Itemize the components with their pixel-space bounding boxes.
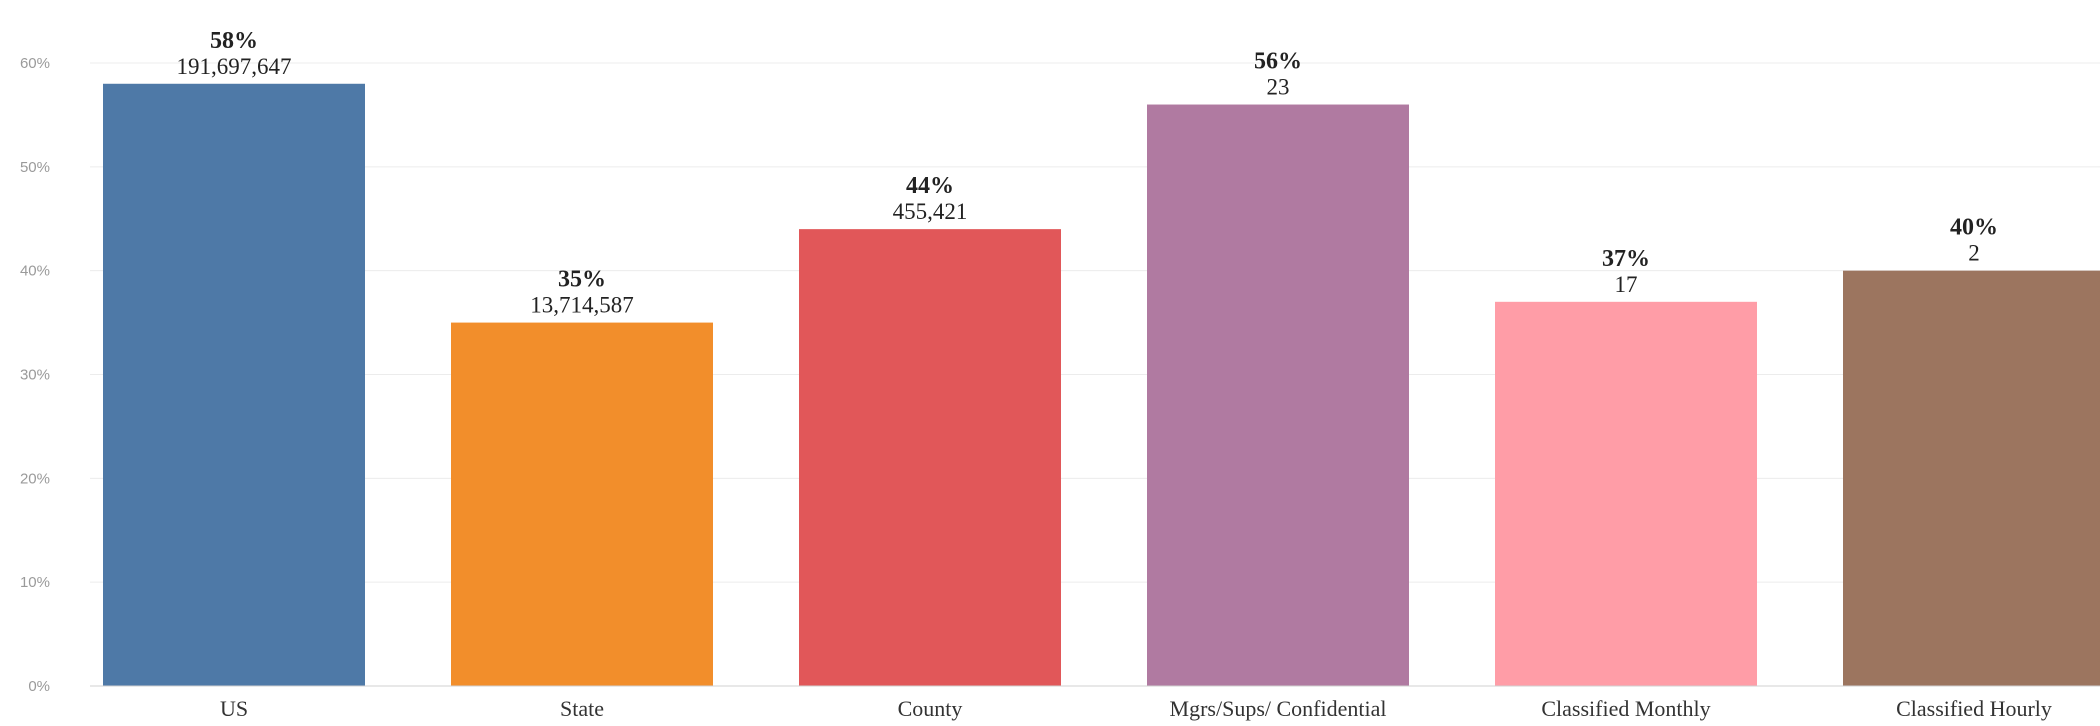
bar-count-label: 17 xyxy=(1615,272,1638,297)
bar-count-label: 13,714,587 xyxy=(530,293,634,318)
bar xyxy=(1843,270,2100,686)
x-axis-categories: US State County Mgrs/Sups/ Confidential Clas… xyxy=(220,696,2052,721)
y-axis-ticks: 0% 10% 20% 30% 40% 50% 60% xyxy=(20,55,50,695)
bars xyxy=(103,83,2100,687)
bar-percent-label: 44% xyxy=(906,173,954,199)
gridlines xyxy=(90,62,2100,583)
category-label: County xyxy=(898,696,963,721)
bar-percent-label: 40% xyxy=(1950,215,1998,241)
bar-count-label: 191,697,647 xyxy=(177,54,292,79)
y-tick-label: 50% xyxy=(20,159,50,176)
category-label: Classified Hourly xyxy=(1896,696,2052,721)
bar xyxy=(103,83,365,687)
bar-count-label: 23 xyxy=(1267,75,1290,100)
y-tick-label: 40% xyxy=(20,263,50,280)
bar-percent-label: 37% xyxy=(1602,246,1650,272)
category-label: Mgrs/Sups/ Confidential xyxy=(1170,696,1387,721)
y-tick-label: 10% xyxy=(20,574,50,591)
category-label: State xyxy=(560,696,604,721)
bar-count-label: 455,421 xyxy=(893,199,968,224)
y-tick-label: 30% xyxy=(20,367,50,384)
y-tick-label: 20% xyxy=(20,470,50,487)
bar xyxy=(799,229,1061,686)
y-tick-label: 0% xyxy=(28,678,50,695)
bar xyxy=(1495,301,1757,686)
category-label: US xyxy=(220,696,248,721)
bar xyxy=(451,322,713,686)
bar-percent-label: 56% xyxy=(1254,49,1302,75)
y-tick-label: 60% xyxy=(20,55,50,72)
bar-count-label: 2 xyxy=(1968,241,1980,266)
data-labels: 58%191,697,647 35%13,714,587 44%455,421 56%… xyxy=(177,28,1999,318)
bar-percent-label: 58% xyxy=(210,28,258,54)
bar-percent-label: 35% xyxy=(558,267,606,293)
category-label: Classified Monthly xyxy=(1541,696,1710,721)
bar xyxy=(1147,104,1409,687)
